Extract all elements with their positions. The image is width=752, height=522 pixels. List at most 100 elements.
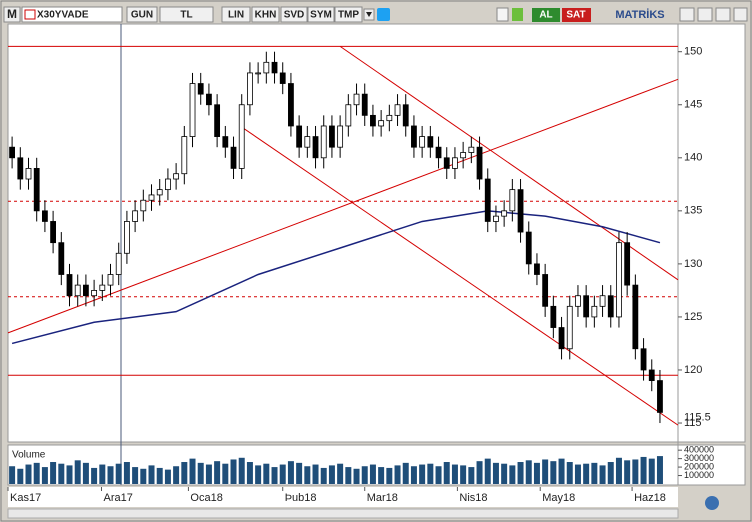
candle-body <box>197 83 204 95</box>
trend-line <box>239 125 679 426</box>
sell-button[interactable] <box>562 8 591 22</box>
candle-body <box>607 295 614 318</box>
volume-bar <box>435 466 442 484</box>
volume-bar <box>484 458 491 484</box>
volume-tick-label: 200000 <box>684 461 714 471</box>
candle-body <box>189 83 196 137</box>
x-tick-label: Ara17 <box>103 492 132 504</box>
candle-body <box>83 284 89 297</box>
volume-bar <box>427 463 434 484</box>
y-tick-label: 130 <box>684 258 702 270</box>
candle-body <box>247 72 253 106</box>
toolbar-button[interactable] <box>159 6 214 23</box>
minimize-button[interactable] <box>679 7 695 22</box>
maximize-button[interactable] <box>697 7 713 22</box>
toolbar-button[interactable] <box>251 6 280 23</box>
toolbar-button[interactable] <box>307 6 335 23</box>
candle-body <box>214 104 221 137</box>
candle-body <box>99 284 106 291</box>
candle-body <box>132 210 139 222</box>
candle-body <box>550 305 557 328</box>
volume-bar <box>189 458 196 484</box>
toolbar-button[interactable] <box>334 6 363 23</box>
candle-body <box>591 305 598 318</box>
trend-line <box>339 45 679 281</box>
close-button[interactable] <box>733 7 748 22</box>
candle-body <box>74 284 81 297</box>
volume-bar <box>17 468 24 484</box>
candle-body <box>329 125 335 148</box>
toolbar-button[interactable] <box>126 6 158 23</box>
volume-bar <box>99 464 106 484</box>
y-tick-label: 120 <box>684 364 702 376</box>
candle-body <box>50 221 57 244</box>
volume-bar <box>82 462 89 484</box>
volume-bar <box>91 467 98 484</box>
symbol-box[interactable] <box>21 6 123 23</box>
y-tick-label: 115 <box>684 417 702 429</box>
volume-bar <box>41 467 48 484</box>
candle-body <box>288 83 294 127</box>
buy-label: AL <box>539 10 552 21</box>
logo: M <box>7 7 17 21</box>
candle-body <box>468 146 475 153</box>
volume-bar <box>66 465 73 484</box>
volume-bar <box>312 464 319 484</box>
candle-body <box>17 157 24 180</box>
toolbar-button[interactable] <box>280 6 308 23</box>
restore-button[interactable] <box>715 7 731 22</box>
zoom-icon[interactable] <box>705 496 719 510</box>
volume-bar <box>386 467 393 484</box>
trend-line <box>7 78 679 334</box>
scrollbar[interactable] <box>7 508 679 519</box>
toolbar-button-label: SYM <box>310 10 332 21</box>
candle-body <box>616 242 622 318</box>
volume-bar <box>328 465 335 484</box>
candle-body <box>148 194 155 201</box>
symbol-icon <box>24 9 36 20</box>
volume-bar <box>640 456 647 484</box>
candle-body <box>66 274 73 297</box>
volume-bar <box>263 463 270 484</box>
price-panel <box>7 23 746 443</box>
symbol: X30YVADE <box>37 10 89 21</box>
toolbar-button[interactable] <box>221 6 251 23</box>
candle-body <box>320 125 327 159</box>
volume-bar <box>287 461 294 484</box>
candle-body <box>222 136 229 148</box>
candle-body <box>296 125 303 148</box>
logo-button[interactable] <box>3 6 21 23</box>
candle-body <box>427 136 434 148</box>
status-icon[interactable] <box>512 8 523 21</box>
x-tick-label: Oca18 <box>190 492 222 504</box>
toolbar-button-label: KHN <box>255 10 277 21</box>
moving-average <box>11 210 661 345</box>
candle-body <box>476 146 483 180</box>
candle-body <box>361 93 368 116</box>
volume-bar <box>624 460 631 484</box>
volume-bar <box>205 464 212 484</box>
buy-button[interactable] <box>532 8 560 22</box>
refresh-button[interactable] <box>496 7 509 22</box>
candle-body <box>33 168 40 212</box>
volume-bar <box>607 462 614 484</box>
x-tick-label: Þub18 <box>285 492 317 504</box>
y-tick-label: 125 <box>684 311 702 323</box>
volume-bar <box>460 465 467 484</box>
twitter-button[interactable] <box>377 8 390 21</box>
candle-body <box>9 146 16 159</box>
x-tick-label: Mar18 <box>367 492 398 504</box>
candle-body <box>599 295 606 307</box>
volume-bar <box>599 465 606 484</box>
toolbar: M X30YVADE AL SAT MATRİKS GUN TL LIN KHN SVD… <box>3 6 748 23</box>
x-tick-label: Haz18 <box>634 492 666 504</box>
volume-bar <box>443 462 450 484</box>
candle-body <box>206 93 212 106</box>
volume-bar <box>222 463 229 484</box>
volume-bar <box>279 464 286 484</box>
x-tick-label: Kas17 <box>10 492 41 504</box>
volume-panel <box>7 444 746 486</box>
volume-bar <box>50 462 57 484</box>
